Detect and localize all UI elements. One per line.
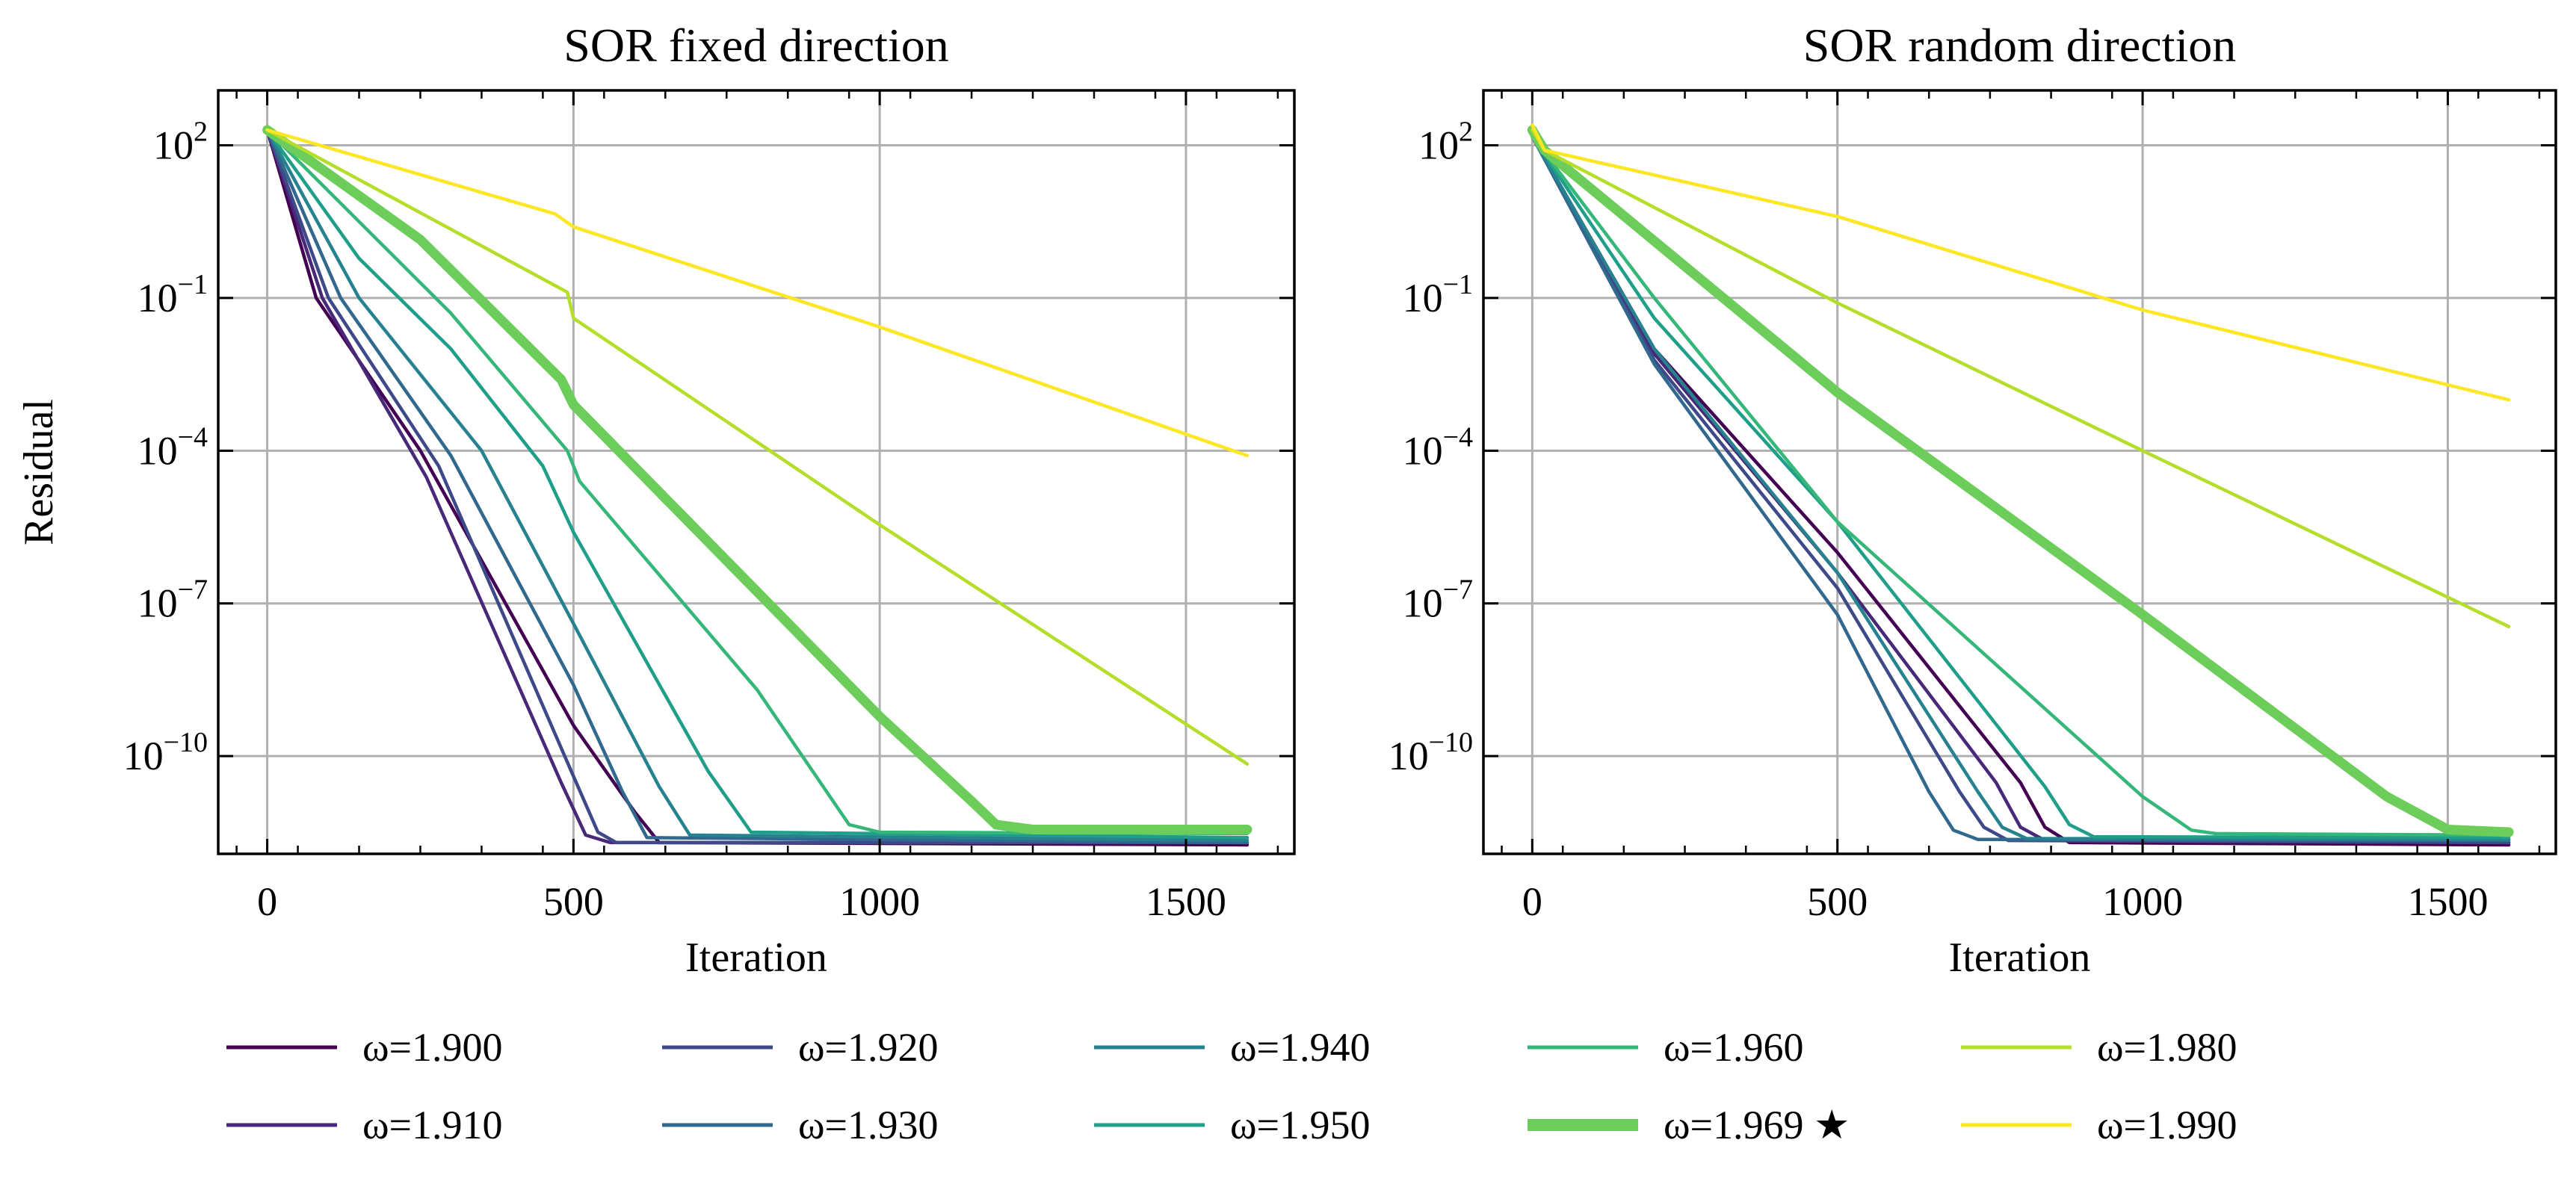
axes-frame (1482, 89, 2557, 855)
legend-item: ω=1.910 (226, 1103, 503, 1147)
legend-item: ω=1.969 ★ (1528, 1103, 1850, 1147)
y-tick-label: 10−10 (1389, 727, 1473, 778)
y-tick-exponent: 2 (1459, 117, 1473, 148)
legend-item: ω=1.930 (662, 1103, 939, 1147)
y-tick-label: 10−1 (1403, 269, 1473, 320)
series-line-1.950 (265, 128, 1250, 840)
x-tick-label: 1000 (839, 879, 920, 924)
series-line-1.960 (265, 128, 1250, 836)
legend: ω=1.900 ω=1.910 ω=1.920 ω=1.930 ω=1.940 ω=1.9… (226, 1025, 2237, 1147)
y-tick-base: 10 (1403, 428, 1443, 473)
y-tick-base: 10 (138, 428, 178, 473)
y-tick-base: 10 (1389, 734, 1429, 778)
chart-title: SOR random direction (1803, 19, 2236, 72)
y-tick-exponent: −7 (1443, 574, 1473, 606)
y-tick-base: 10 (153, 123, 194, 168)
series-line-1.969 (262, 125, 1253, 834)
legend-label: ω=1.900 (362, 1025, 503, 1070)
series-line-1.990 (1531, 123, 2511, 402)
x-tick-label: 0 (257, 879, 277, 924)
legend-label: ω=1.969 ★ (1664, 1103, 1850, 1147)
y-tick-exponent: 2 (194, 117, 208, 148)
legend-item: ω=1.900 (226, 1025, 503, 1070)
legend-label: ω=1.980 (2097, 1025, 2237, 1070)
x-tick-label: 1000 (2102, 879, 2183, 924)
series-line-1.920 (1531, 134, 2511, 845)
y-tick-base: 10 (1418, 123, 1459, 168)
legend-label: ω=1.990 (2097, 1103, 2237, 1147)
y-tick-label: 10−4 (1403, 421, 1473, 473)
y-tick-exponent: −4 (178, 421, 208, 453)
y-axis-label: Residual (16, 399, 62, 545)
series-line-1.910 (265, 128, 1250, 845)
y-tick-exponent: −7 (178, 574, 208, 606)
legend-item: ω=1.980 (1961, 1025, 2237, 1070)
y-tick-label: 10−1 (138, 269, 208, 320)
y-tick-exponent: −1 (1443, 269, 1473, 300)
legend-label: ω=1.950 (1230, 1103, 1371, 1147)
x-tick-label: 1500 (1146, 879, 1226, 924)
y-tick-exponent: −4 (1443, 421, 1473, 453)
legend-label: ω=1.930 (798, 1103, 939, 1147)
legend-label: ω=1.940 (1230, 1025, 1371, 1070)
y-tick-base: 10 (138, 276, 178, 320)
y-tick-base: 10 (123, 734, 164, 778)
series-line-1.990 (265, 128, 1250, 458)
x-tick-label: 500 (543, 879, 604, 924)
y-tick-label: 10−7 (1403, 574, 1473, 626)
x-axis-label: Iteration (1949, 935, 2091, 981)
series-line-1.920 (265, 128, 1250, 845)
y-tick-label: 10−10 (123, 727, 208, 778)
legend-label: ω=1.920 (798, 1025, 939, 1070)
legend-label: ω=1.910 (362, 1103, 503, 1147)
y-tick-label: 10−7 (138, 574, 208, 626)
legend-item: ω=1.950 (1094, 1103, 1371, 1147)
series-line-1.940 (265, 128, 1250, 843)
series-line-1.930 (1531, 134, 2511, 843)
y-tick-label: 102 (1418, 117, 1473, 168)
series-group (1527, 123, 2514, 847)
x-axis-label: Iteration (685, 935, 827, 981)
x-tick-label: 1500 (2407, 879, 2488, 924)
legend-item: ω=1.940 (1094, 1025, 1371, 1070)
y-tick-exponent: −1 (178, 269, 208, 300)
legend-item: ω=1.960 (1528, 1025, 1804, 1070)
series-line-1.950 (1531, 134, 2511, 840)
y-tick-base: 10 (1403, 276, 1443, 320)
series-group (262, 125, 1253, 847)
legend-item: ω=1.920 (662, 1025, 939, 1070)
axes-frame (217, 89, 1296, 855)
x-tick-label: 0 (1522, 879, 1542, 924)
series-line-1.960 (1531, 134, 2511, 837)
series-line-1.980 (265, 128, 1250, 766)
y-tick-label: 10−4 (138, 421, 208, 473)
series-line-1.940 (1531, 134, 2511, 841)
y-tick-exponent: −10 (1429, 727, 1473, 758)
legend-label: ω=1.960 (1664, 1025, 1804, 1070)
legend-item: ω=1.990 (1961, 1103, 2237, 1147)
series-line-1.930 (265, 128, 1250, 845)
series-line-1.910 (1531, 134, 2511, 845)
y-tick-label: 102 (153, 117, 208, 168)
y-tick-base: 10 (1403, 581, 1443, 626)
series-line-1.969 (1527, 125, 2514, 837)
y-tick-base: 10 (138, 581, 178, 626)
x-tick-label: 500 (1807, 879, 1868, 924)
series-line-1.900 (1531, 134, 2511, 847)
chart-title: SOR fixed direction (563, 19, 948, 72)
y-tick-exponent: −10 (164, 727, 208, 758)
